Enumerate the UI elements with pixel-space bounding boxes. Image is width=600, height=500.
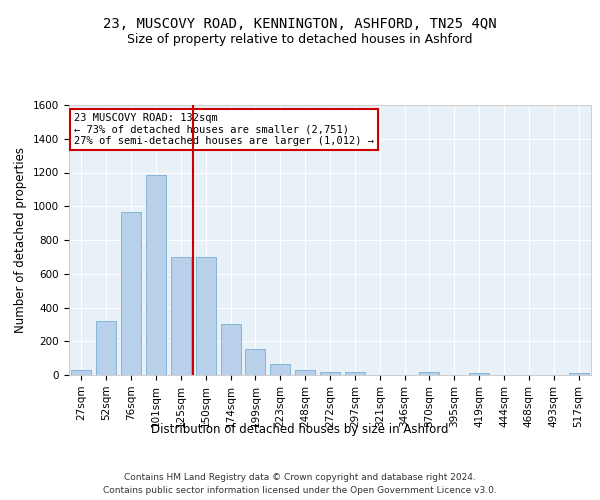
Text: Distribution of detached houses by size in Ashford: Distribution of detached houses by size … (151, 422, 449, 436)
Bar (221, 324, 241, 375)
Text: Contains HM Land Registry data © Crown copyright and database right 2024.
Contai: Contains HM Land Registry data © Crown c… (103, 474, 497, 495)
Text: 23 MUSCOVY ROAD: 132sqm
← 73% of detached houses are smaller (2,751)
27% of semi: 23 MUSCOVY ROAD: 132sqm ← 73% of detache… (74, 113, 374, 146)
Text: Size of property relative to detached houses in Ashford: Size of property relative to detached ho… (127, 32, 473, 46)
Bar (419, 372, 439, 375)
Bar (320, 372, 340, 375)
Bar (196, 257, 215, 375)
Bar (71, 370, 91, 375)
Bar (171, 257, 191, 375)
Bar (146, 175, 166, 375)
Bar (121, 212, 141, 375)
Bar (569, 373, 589, 375)
Bar (469, 374, 489, 375)
Bar (271, 364, 290, 375)
Bar (295, 370, 315, 375)
Bar (245, 349, 265, 375)
Bar (345, 372, 365, 375)
Text: 23, MUSCOVY ROAD, KENNINGTON, ASHFORD, TN25 4QN: 23, MUSCOVY ROAD, KENNINGTON, ASHFORD, T… (103, 18, 497, 32)
Bar (97, 321, 116, 375)
Y-axis label: Number of detached properties: Number of detached properties (14, 147, 28, 333)
